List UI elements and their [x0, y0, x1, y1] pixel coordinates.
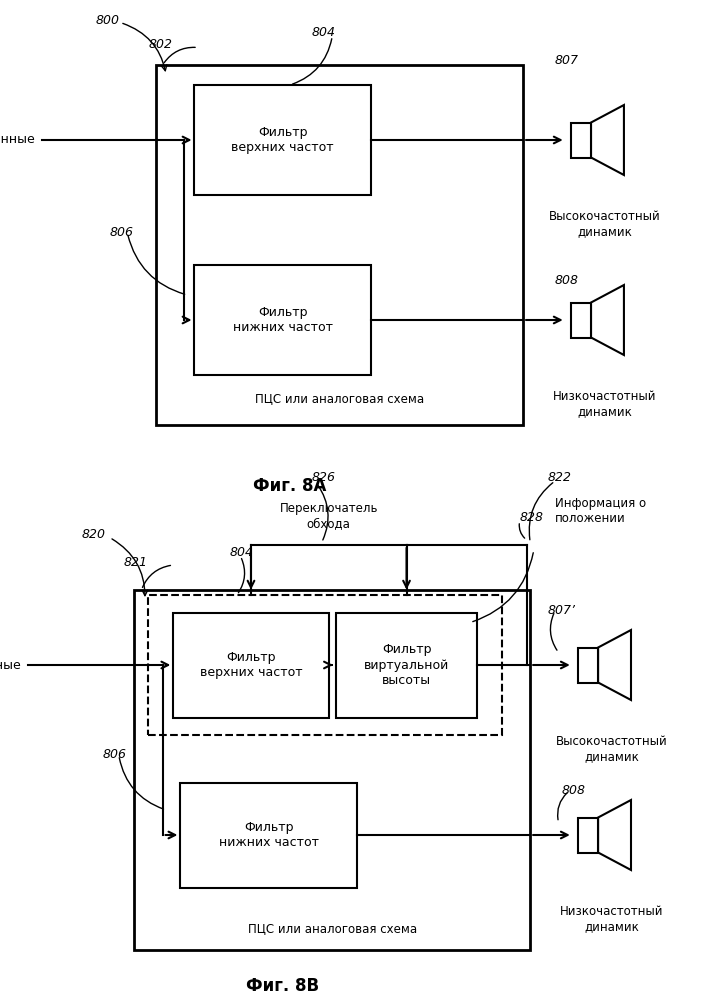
Text: 821: 821 — [124, 556, 148, 569]
Text: 806: 806 — [103, 748, 127, 762]
Text: Фиг. 8В: Фиг. 8В — [246, 977, 320, 995]
Text: Аудиоданные: Аудиоданные — [0, 133, 35, 146]
FancyBboxPatch shape — [194, 265, 371, 375]
Text: Фиг. 8А: Фиг. 8А — [253, 477, 327, 495]
Text: Фильтр
виртуальной
высоты: Фильтр виртуальной высоты — [364, 644, 449, 686]
Polygon shape — [571, 302, 591, 338]
Text: Фильтр
верхних частот: Фильтр верхних частот — [199, 651, 303, 679]
Text: Низкочастотный
динамик: Низкочастотный динамик — [560, 905, 663, 933]
Text: 802: 802 — [148, 38, 173, 51]
FancyBboxPatch shape — [194, 85, 371, 195]
Polygon shape — [578, 648, 598, 682]
Text: 808: 808 — [555, 273, 579, 286]
FancyBboxPatch shape — [134, 590, 530, 950]
FancyBboxPatch shape — [148, 595, 502, 735]
Polygon shape — [598, 800, 631, 870]
Text: Аудиоданные: Аудиоданные — [0, 658, 21, 672]
Text: Фильтр
верхних частот: Фильтр верхних частот — [231, 126, 334, 154]
Text: 806: 806 — [110, 226, 134, 239]
Text: 822: 822 — [548, 471, 572, 484]
Polygon shape — [591, 105, 624, 175]
Polygon shape — [571, 122, 591, 157]
Text: 800: 800 — [95, 13, 119, 26]
Text: 807: 807 — [555, 53, 579, 66]
FancyBboxPatch shape — [180, 782, 357, 888]
Text: ПЦС или аналоговая схема: ПЦС или аналоговая схема — [255, 392, 424, 405]
Text: 804: 804 — [230, 546, 254, 559]
Text: 808: 808 — [562, 784, 586, 796]
Text: 826: 826 — [311, 471, 335, 484]
FancyBboxPatch shape — [156, 65, 523, 425]
Polygon shape — [598, 630, 631, 700]
Text: Информация о
положении: Информация о положении — [555, 497, 646, 525]
Text: 804: 804 — [311, 26, 335, 39]
Text: 828: 828 — [520, 511, 544, 524]
Text: Переключатель
обхода: Переключатель обхода — [279, 502, 378, 530]
Text: ПЦС или аналоговая схема: ПЦС или аналоговая схема — [247, 922, 417, 935]
Polygon shape — [591, 285, 624, 355]
Text: Высокочастотный
динамик: Высокочастотный динамик — [556, 735, 667, 763]
Text: 807’: 807’ — [548, 603, 576, 616]
Polygon shape — [578, 818, 598, 852]
Text: Фильтр
нижних частот: Фильтр нижних частот — [218, 821, 319, 849]
FancyBboxPatch shape — [173, 612, 329, 717]
Text: Фильтр
нижних частот: Фильтр нижних частот — [233, 306, 333, 334]
Text: Низкочастотный
динамик: Низкочастотный динамик — [553, 390, 656, 418]
FancyBboxPatch shape — [336, 612, 477, 717]
Text: 820: 820 — [81, 528, 105, 542]
Text: Высокочастотный
динамик: Высокочастотный динамик — [549, 210, 660, 238]
